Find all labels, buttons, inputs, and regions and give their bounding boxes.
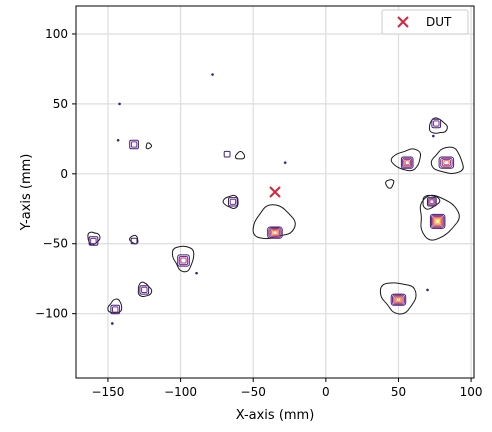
contour-level-ring	[434, 218, 441, 225]
plot-frame	[75, 5, 475, 379]
contour-speck	[432, 134, 435, 138]
contour-level-ring	[178, 256, 189, 266]
contour-level-ring	[141, 286, 148, 293]
contour-level-ring	[268, 227, 282, 238]
x-tick-label: 50	[391, 385, 406, 399]
contour-outer-line	[419, 194, 460, 241]
contour-level-ring	[180, 257, 187, 264]
contour-outer-line	[385, 179, 395, 189]
contour-level-ring	[431, 118, 442, 129]
contour-level-ring	[228, 197, 238, 207]
x-stroke	[397, 16, 409, 28]
contour-level-ring	[223, 150, 231, 158]
contour-outer-line	[379, 282, 417, 315]
contour-speck	[111, 322, 114, 325]
x-tick-label: −100	[164, 385, 197, 399]
contour-level-ring	[403, 159, 411, 167]
contour-level-ring	[443, 160, 450, 166]
x-stroke	[269, 186, 281, 198]
contour-level-ring	[441, 159, 451, 167]
legend-x-icon	[397, 16, 409, 28]
dut-marker	[269, 186, 281, 198]
contour-plot-area	[87, 73, 464, 325]
contour-level-ring	[177, 254, 190, 267]
contour-speck	[211, 73, 214, 76]
contour-level-ring	[269, 228, 281, 237]
contour-outer-line	[422, 194, 441, 210]
contour-outer-line	[428, 117, 448, 134]
contour-level-ring	[130, 237, 138, 245]
contour-level-ring	[433, 120, 440, 127]
contour-level-ring	[433, 217, 443, 226]
contour-level-ring	[129, 139, 139, 150]
contour-outer-line	[171, 245, 195, 273]
contour-speck	[426, 288, 429, 292]
contour-level-ring	[393, 295, 404, 304]
contour-level-ring	[395, 297, 402, 302]
contour-outer-line	[430, 146, 464, 174]
contour-outer-line	[222, 194, 239, 209]
contour-level-ring	[432, 216, 444, 227]
contour-level-ring	[229, 198, 237, 205]
x-tick-label: 100	[460, 385, 483, 399]
contour-speck	[118, 102, 121, 106]
contour-level-ring	[390, 293, 407, 306]
y-tick-label: 100	[45, 27, 68, 41]
contour-speck	[283, 161, 287, 164]
contour-speck	[116, 138, 120, 142]
contour-level-ring	[272, 230, 278, 235]
contour-level-ring	[428, 198, 436, 206]
legend-label-dut: DUT	[426, 15, 452, 29]
contour-level-ring	[402, 157, 413, 168]
grid	[76, 6, 474, 378]
contour-level-ring	[267, 226, 283, 239]
contour-level-ring	[88, 236, 99, 246]
legend-marker-x-icon	[397, 16, 409, 28]
contour-level-ring	[392, 294, 405, 305]
contour-outer-line	[145, 142, 153, 150]
contour-outer-line	[234, 150, 246, 160]
contour-level-ring	[438, 156, 455, 169]
contour-level-ring	[130, 141, 138, 148]
contour-speck	[195, 271, 198, 275]
contour-level-ring	[429, 199, 435, 205]
y-tick-label: −100	[35, 307, 68, 321]
legend-box	[381, 9, 469, 35]
contour-level-ring	[435, 219, 440, 224]
contour-level-ring	[440, 157, 453, 168]
contour-level-ring	[427, 197, 437, 207]
y-axis-label: Y-axis (mm)	[19, 154, 34, 232]
contour-level-ring	[271, 229, 279, 236]
contour-outer-line	[87, 231, 101, 246]
contour-level-ring	[429, 213, 446, 229]
x-tick-label: −150	[91, 385, 124, 399]
x-tick-label: 0	[322, 385, 330, 399]
legend: DUT	[381, 9, 469, 35]
axes-ticks: −150 −100 −50 0 50 100 −100 −50 0 50 100	[35, 27, 483, 399]
y-tick-label: −50	[43, 237, 68, 251]
contour-level-ring	[90, 237, 97, 245]
contour-level-ring	[400, 156, 414, 169]
contour-level-ring	[139, 285, 150, 295]
dut-series	[269, 186, 281, 198]
contour-level-ring	[394, 296, 403, 303]
contour-level-ring	[112, 306, 119, 313]
contour-outer-line	[390, 148, 422, 172]
contour-level-ring	[110, 304, 121, 315]
y-tick-label: 50	[53, 97, 68, 111]
x-tick-label: −50	[241, 385, 266, 399]
contour-outer-line	[107, 298, 123, 314]
contour-level-ring	[404, 160, 410, 166]
x-axis-label: X-axis (mm)	[236, 408, 315, 423]
contour-level-ring	[431, 214, 445, 228]
y-tick-label: 0	[60, 167, 68, 181]
